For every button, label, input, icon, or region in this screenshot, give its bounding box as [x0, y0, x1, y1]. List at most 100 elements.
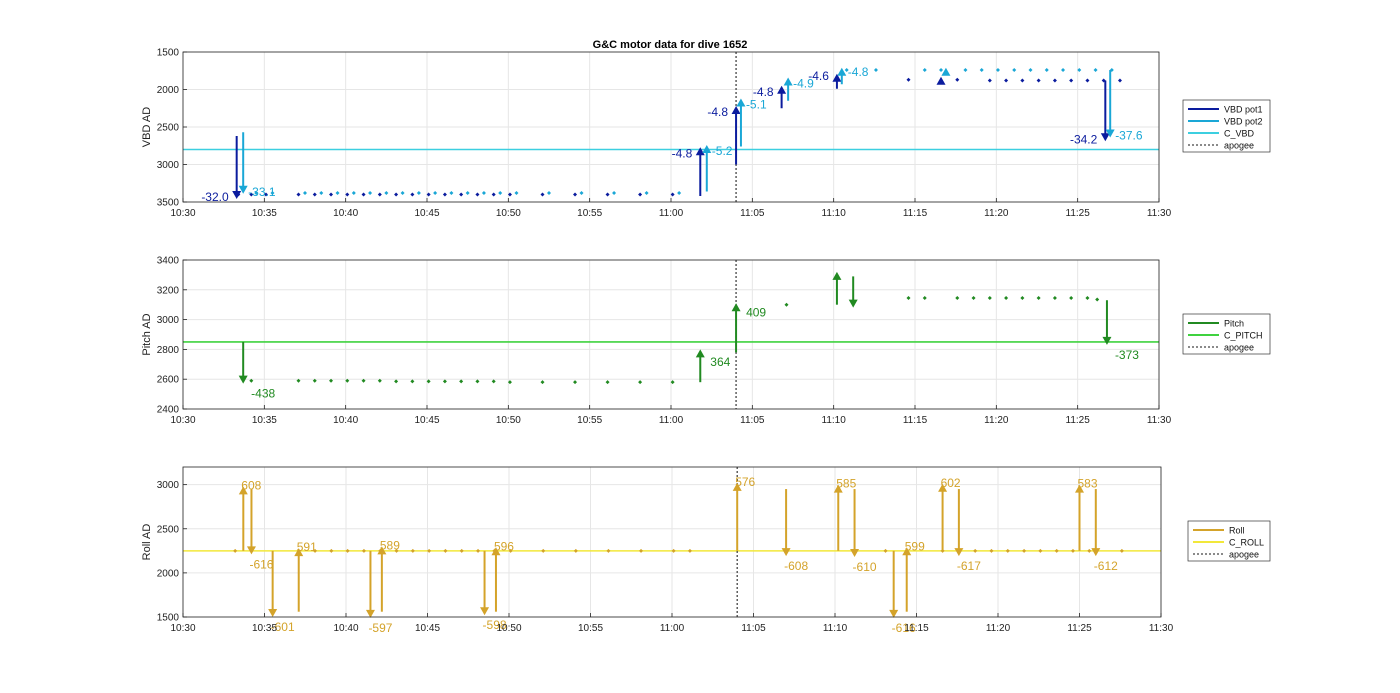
data-point: [312, 192, 317, 197]
chart-title: G&C motor data for dive 1652: [593, 39, 748, 51]
data-point: [1095, 297, 1100, 302]
move-arrow-head: [702, 145, 712, 153]
data-point: [1087, 548, 1092, 553]
data-point: [361, 378, 366, 383]
data-point: [270, 191, 275, 195]
data-point: [481, 191, 486, 195]
x-tick-label: 11:30: [1149, 623, 1174, 634]
y-axis-label: Pitch AD: [141, 313, 153, 355]
move-arrow-head: [941, 67, 951, 76]
move-label: -616: [249, 557, 273, 571]
move-label: 599: [905, 539, 925, 553]
data-point: [233, 548, 238, 553]
move-label: 585: [836, 477, 856, 491]
move-arrow-head: [902, 547, 912, 556]
data-point: [254, 191, 259, 195]
data-point: [955, 295, 960, 300]
data-point: [361, 192, 366, 197]
data-point: [459, 192, 464, 197]
data-point: [1028, 68, 1033, 72]
panel-2: -438 364 409 -373 10:30 10:35 10:40 10:45 10:50 1…: [141, 256, 1271, 426]
legend-label: apogee: [1224, 141, 1254, 151]
x-tick-label: 10:45: [414, 208, 439, 219]
x-tick-label: 10:40: [333, 208, 358, 219]
x-tick-label: 11:05: [741, 623, 766, 634]
move-label: -608: [784, 559, 808, 573]
data-point: [514, 191, 519, 195]
x-tick-label: 11:00: [659, 208, 684, 219]
data-point: [906, 295, 911, 300]
move-arrow-head: [731, 106, 741, 114]
data-point: [312, 378, 317, 383]
move-arrow-head: [832, 271, 842, 280]
x-tick-label: 11:25: [1066, 208, 1091, 219]
data-point: [963, 68, 968, 72]
move-arrow-head: [491, 547, 501, 556]
y-axis-label: VBD AD: [141, 107, 153, 147]
data-point: [329, 548, 334, 553]
move-arrow-head: [268, 609, 278, 617]
data-point: [1038, 548, 1043, 553]
data-point: [394, 192, 399, 197]
data-point: [400, 191, 405, 195]
data-point: [394, 379, 399, 384]
data-point: [508, 548, 513, 553]
y-tick-label: 1500: [157, 48, 180, 59]
data-point: [605, 380, 610, 385]
data-point: [687, 548, 692, 553]
move-arrow-head: [480, 607, 490, 616]
data-point: [638, 192, 643, 197]
data-point: [442, 192, 447, 197]
move-label: -4.8: [672, 146, 693, 160]
move-label: -373: [1115, 348, 1139, 362]
move-label: -33.1: [248, 185, 276, 199]
x-tick-label: 10:50: [496, 623, 521, 634]
move-label: -610: [853, 560, 877, 574]
move-arrow-head: [833, 484, 843, 493]
x-tick-label: 10:45: [415, 623, 440, 634]
data-point: [1020, 78, 1025, 83]
data-point: [498, 191, 503, 195]
move-label: -4.6: [808, 69, 829, 83]
data-point: [1077, 68, 1082, 72]
data-point: [249, 192, 254, 197]
data-point: [606, 548, 611, 553]
data-point: [345, 548, 350, 553]
data-point: [671, 548, 676, 553]
data-point: [329, 192, 334, 197]
data-point: [416, 191, 421, 195]
move-label: -612: [1094, 559, 1118, 573]
data-point: [475, 192, 480, 197]
data-point: [540, 192, 545, 197]
move-label: -598: [483, 618, 507, 632]
y-tick-label: 2500: [157, 524, 180, 535]
x-tick-label: 11:20: [984, 415, 1009, 426]
x-tick-label: 10:55: [577, 208, 602, 219]
legend-label: C_PITCH: [1224, 331, 1263, 341]
data-point: [989, 548, 994, 553]
x-tick-label: 11:15: [903, 415, 928, 426]
data-point: [507, 380, 512, 385]
move-label: -32.0: [201, 190, 229, 204]
data-point: [1012, 68, 1017, 72]
data-point: [1004, 295, 1009, 300]
move-arrow-head: [1091, 548, 1101, 557]
y-tick-label: 3500: [157, 198, 180, 209]
move-arrow-head: [889, 609, 899, 618]
x-tick-label: 11:00: [659, 415, 684, 426]
x-tick-label: 10:55: [578, 623, 603, 634]
move-arrow-head: [736, 98, 746, 107]
y-axis-label: Roll AD: [141, 524, 153, 561]
x-tick-label: 11:05: [740, 208, 765, 219]
y-tick-label: 3000: [157, 315, 180, 326]
legend-label: Roll: [1229, 526, 1245, 536]
move-arrow-head: [232, 191, 242, 199]
move-label: 409: [746, 306, 766, 320]
data-point: [303, 191, 307, 195]
x-tick-label: 11:00: [660, 623, 685, 634]
data-point: [784, 302, 789, 307]
data-point: [973, 548, 978, 553]
data-point: [249, 378, 254, 383]
